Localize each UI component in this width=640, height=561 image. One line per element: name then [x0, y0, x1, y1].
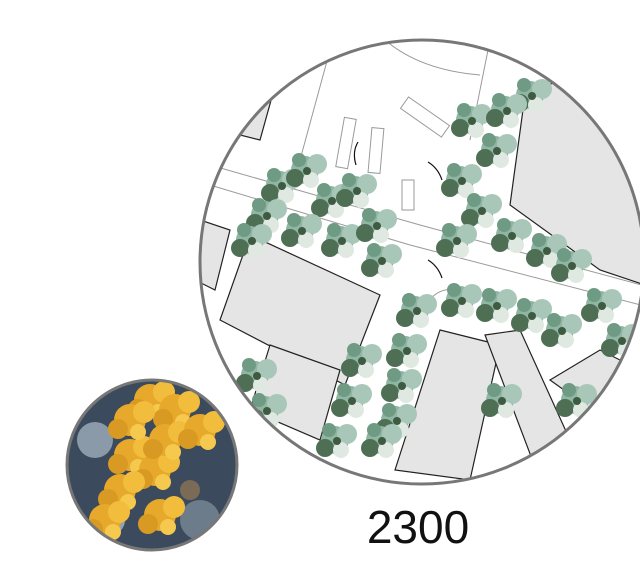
caption: 2300	[367, 501, 469, 553]
lichen-circle	[65, 378, 239, 552]
map-circle	[198, 38, 640, 486]
